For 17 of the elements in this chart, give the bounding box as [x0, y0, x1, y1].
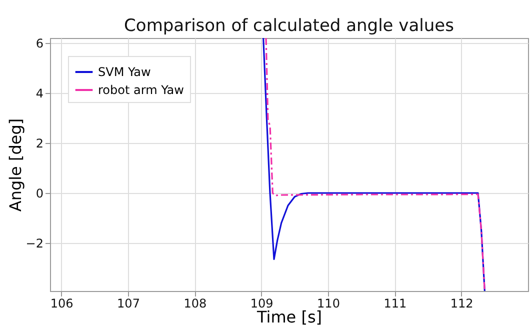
y-tick-label: 4 [36, 86, 44, 100]
y-tick-label: 2 [36, 136, 44, 150]
legend-label: SVM Yaw [98, 65, 152, 79]
x-tick-label: 108 [184, 296, 207, 310]
chart-title: Comparison of calculated angle values [124, 16, 454, 36]
x-tick-label: 111 [384, 296, 407, 310]
x-axis-title: Time [s] [256, 308, 322, 326]
y-tick-label: 6 [36, 36, 44, 50]
legend-label: robot arm Yaw [98, 83, 184, 97]
y-axis-title: Angle [deg] [6, 118, 25, 212]
x-tick-label: 112 [450, 296, 474, 310]
y-tick-label: 0 [36, 186, 44, 200]
x-tick-label: 109 [250, 296, 274, 310]
x-tick-label: 106 [50, 296, 74, 310]
y-tick-label: −2 [26, 236, 44, 250]
x-tick-label: 110 [317, 296, 340, 310]
x-tick-label: 107 [117, 296, 140, 310]
